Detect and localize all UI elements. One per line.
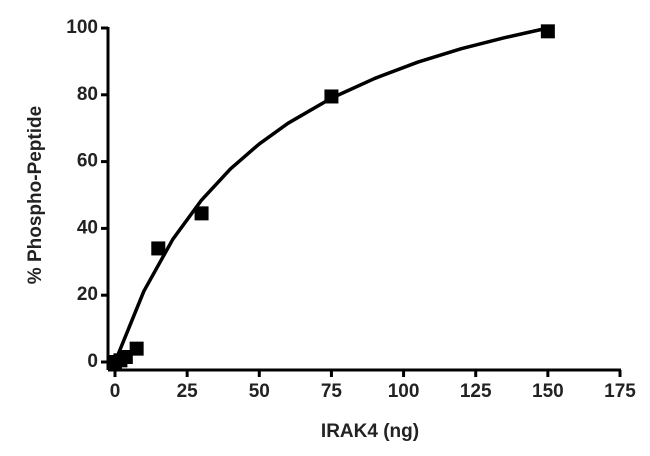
- data-point: [118, 349, 133, 364]
- x-tick-label: 50: [249, 381, 270, 402]
- x-tick-label: 150: [532, 381, 564, 402]
- y-axis-label: % Phospho-Peptide: [25, 106, 46, 284]
- x-tick-label: 75: [321, 381, 343, 402]
- y-tick-label: 40: [77, 217, 98, 238]
- x-tick-label: 0: [110, 381, 121, 402]
- x-tick-label: 125: [460, 381, 492, 402]
- data-point: [129, 341, 144, 356]
- y-tick-label: 100: [66, 17, 98, 38]
- x-axis-label: IRAK4 (ng): [321, 421, 419, 442]
- y-tick-label: 0: [87, 351, 98, 372]
- fit-curve: [113, 26, 549, 363]
- data-point: [540, 24, 555, 39]
- data-point: [151, 241, 166, 256]
- x-tick-label: 25: [177, 381, 199, 402]
- data-point: [324, 89, 339, 104]
- y-tick-label: 80: [77, 84, 98, 105]
- x-tick-label: 100: [388, 381, 420, 402]
- x-tick-label: 175: [604, 381, 636, 402]
- data-point: [194, 206, 209, 221]
- y-tick-label: 20: [77, 284, 98, 305]
- y-tick-label: 60: [77, 151, 98, 172]
